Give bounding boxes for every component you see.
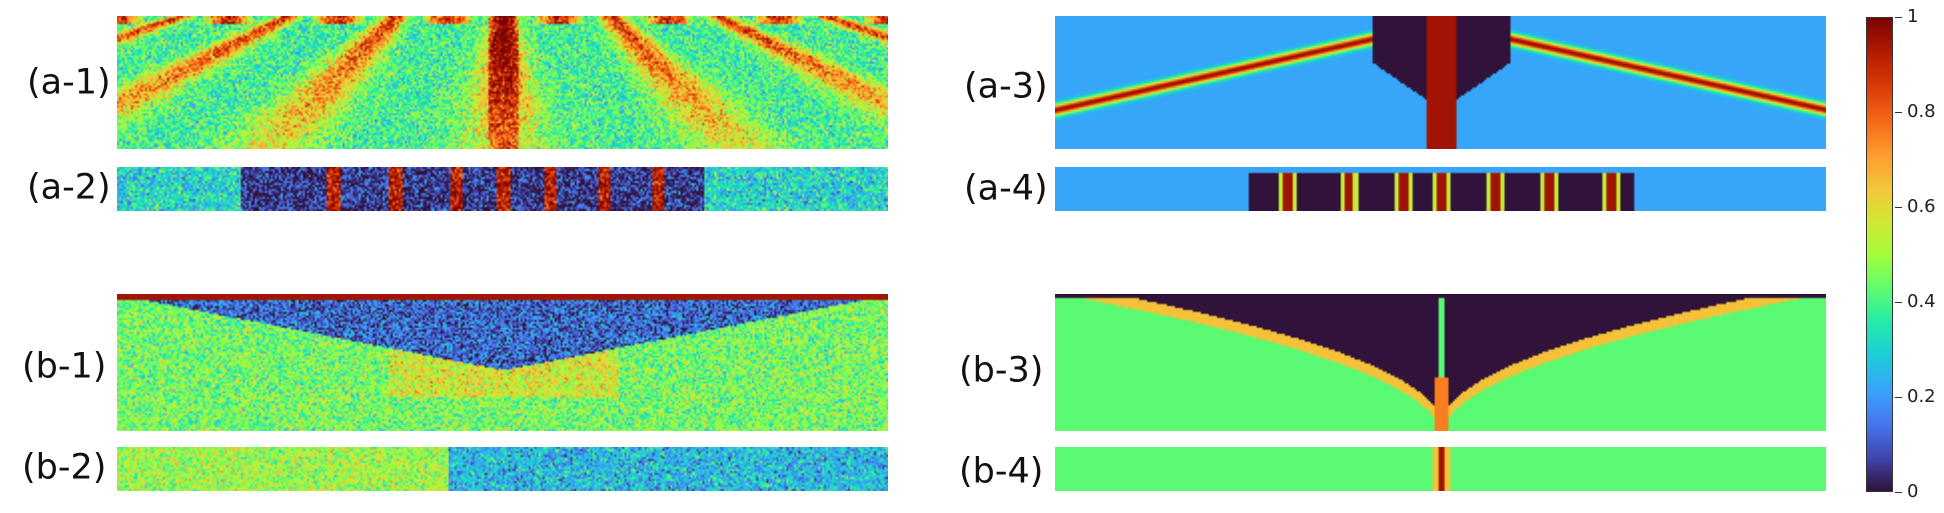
panel-b-3-image bbox=[1055, 294, 1826, 431]
panel-label-b-1: (b-1) bbox=[22, 350, 106, 385]
colorbar-tick bbox=[1895, 302, 1902, 303]
panel-label-b-2: (b-2) bbox=[22, 451, 106, 486]
panel-label-a-3: (a-3) bbox=[964, 70, 1048, 105]
colorbar-tick-label: 0.6 bbox=[1907, 198, 1936, 216]
panel-a-1-image bbox=[117, 16, 888, 149]
colorbar-tick-label: 0 bbox=[1907, 483, 1918, 501]
colorbar-tick bbox=[1895, 17, 1902, 18]
panel-a-3-image bbox=[1055, 16, 1826, 149]
panel-label-b-4: (b-4) bbox=[959, 455, 1043, 490]
colorbar-tick-label: 0.8 bbox=[1907, 103, 1936, 121]
panel-b-2-canvas bbox=[117, 447, 888, 491]
panel-label-a-2: (a-2) bbox=[27, 171, 111, 206]
panel-a-4-image bbox=[1055, 167, 1826, 211]
colorbar bbox=[1866, 17, 1893, 492]
panel-label-a-4: (a-4) bbox=[964, 172, 1048, 207]
panel-label-a-1: (a-1) bbox=[27, 66, 111, 101]
colorbar-tick bbox=[1895, 207, 1902, 208]
panel-label-b-3: (b-3) bbox=[959, 354, 1043, 389]
panel-a-2-canvas bbox=[117, 167, 888, 211]
panel-a-4-canvas bbox=[1055, 167, 1826, 211]
panel-a-2-image bbox=[117, 167, 888, 211]
colorbar-tick bbox=[1895, 397, 1902, 398]
panel-a-1-canvas bbox=[117, 16, 888, 149]
panel-b-2-image bbox=[117, 447, 888, 491]
colorbar-tick-label: 0.4 bbox=[1907, 293, 1936, 311]
panel-b-1-image bbox=[117, 294, 888, 431]
panel-b-4-image bbox=[1055, 447, 1826, 491]
colorbar-tick-label: 1 bbox=[1907, 8, 1918, 26]
colorbar-tick bbox=[1895, 112, 1902, 113]
panel-b-3-canvas bbox=[1055, 294, 1826, 431]
panel-b-4-canvas bbox=[1055, 447, 1826, 491]
colorbar-tick bbox=[1895, 492, 1902, 493]
colorbar-tick-label: 0.2 bbox=[1907, 388, 1936, 406]
panel-b-1-canvas bbox=[117, 294, 888, 431]
panel-a-3-canvas bbox=[1055, 16, 1826, 149]
